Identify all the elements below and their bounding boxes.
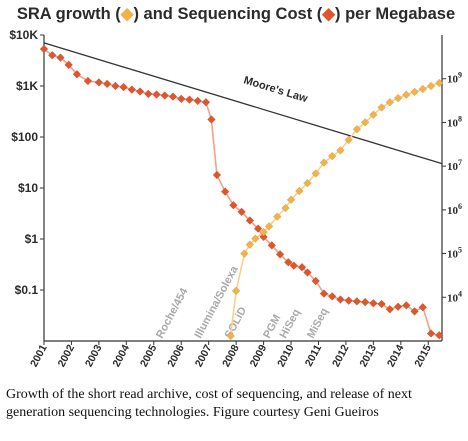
x-axis-tick-label: 2005 [138, 343, 160, 369]
cost-data-point [320, 290, 328, 298]
sra-data-point [240, 250, 248, 258]
x-axis-tick-label: 2003 [83, 343, 105, 369]
sra-data-point [394, 94, 402, 102]
x-axis-tick-label: 2001 [28, 343, 50, 369]
technology-label: Roche/454 [154, 285, 191, 340]
cost-data-point [128, 86, 136, 94]
left-axis-tick-label: $100 [11, 130, 38, 144]
cost-series-line [44, 49, 439, 335]
cost-data-point [84, 77, 92, 85]
title-part-2: ) and Sequencing Cost ( [133, 5, 322, 23]
technology-label: MiSeq [305, 306, 331, 340]
x-axis-tick-label: 2011 [303, 343, 324, 369]
sra-data-point [427, 82, 435, 90]
cost-data-point [427, 330, 435, 338]
cost-data-point [207, 116, 215, 124]
sra-data-point [411, 88, 419, 96]
left-axis-tick-label: $10K [9, 28, 38, 42]
plot-area: $10K $1K $100 $10 $1 $0.1 104 105 106 107 108 109 20… [9, 28, 462, 369]
cost-data-point [345, 297, 353, 305]
cost-data-point [136, 88, 144, 96]
figure-caption: Growth of the short read archive, cost o… [6, 386, 462, 422]
x-axis-tick-label: 2007 [193, 343, 215, 369]
left-axis-tick-label: $1 [25, 232, 39, 246]
cost-data-point [221, 188, 229, 196]
sra-data-point [386, 98, 394, 106]
right-axis-tick-label: 107 [447, 158, 462, 173]
technology-label: HiSeq [278, 307, 303, 340]
cost-data-point [185, 96, 193, 104]
technology-label: SOLiD [223, 305, 249, 340]
cost-data-point [369, 299, 377, 307]
cost-data-point [213, 171, 221, 179]
x-axis-tick-label: 2014 [385, 343, 407, 369]
left-axis-tick-label: $10 [18, 181, 38, 195]
cost-data-point [144, 90, 152, 98]
x-axis-tick-label: 2008 [220, 343, 242, 369]
cost-data-point [95, 78, 103, 86]
x-axis-tick-label: 2004 [110, 343, 132, 369]
cost-data-point [177, 95, 185, 103]
cost-data-point [419, 303, 427, 311]
chart-title: SRA growth (◆) and Sequencing Cost (◆) p… [17, 5, 455, 23]
title-part-1: SRA growth ( [17, 5, 121, 23]
cost-data-point [120, 83, 128, 91]
cost-data-point [328, 292, 336, 300]
right-axis-tick-label: 105 [447, 246, 462, 261]
cost-data-point [194, 97, 202, 105]
right-axis-tick-label: 109 [447, 71, 462, 86]
x-axis-tick-label: 2002 [56, 343, 78, 369]
cost-data-point [336, 296, 344, 304]
cost-data-point [161, 92, 169, 100]
cost-data-point [386, 305, 394, 313]
right-axis-tick-label: 106 [447, 202, 462, 217]
cost-data-point [111, 82, 119, 90]
x-axis-tick-label: 2009 [248, 343, 270, 369]
moores-law-line [44, 43, 442, 164]
x-axis-tick-label: 2006 [165, 343, 187, 369]
cost-data-point [361, 298, 369, 306]
cost-data-point [202, 98, 210, 106]
x-axis-tick-label: 2015 [412, 343, 434, 369]
moores-law-label: Moore's Law [242, 74, 309, 105]
left-axis-tick-label: $0.1 [15, 283, 39, 297]
cost-data-point [103, 80, 111, 88]
x-axis-tick-label: 2010 [275, 343, 297, 369]
cost-data-point [394, 303, 402, 311]
cost-data-point [153, 91, 161, 99]
title-part-3: ) per Megabase [335, 5, 455, 23]
left-axis-tick-label: $1K [16, 79, 38, 93]
x-axis-tick-label: 2012 [330, 343, 352, 369]
right-axis-tick-label: 108 [447, 114, 462, 129]
sra-data-point [402, 91, 410, 99]
sra-data-point [419, 85, 427, 93]
x-axis-tick-label: 2013 [357, 343, 379, 369]
right-axis-tick-label: 104 [447, 289, 462, 304]
sra-data-point [232, 287, 240, 295]
cost-data-point [353, 297, 361, 305]
cost-data-point [378, 300, 386, 308]
cost-data-point [169, 93, 177, 101]
